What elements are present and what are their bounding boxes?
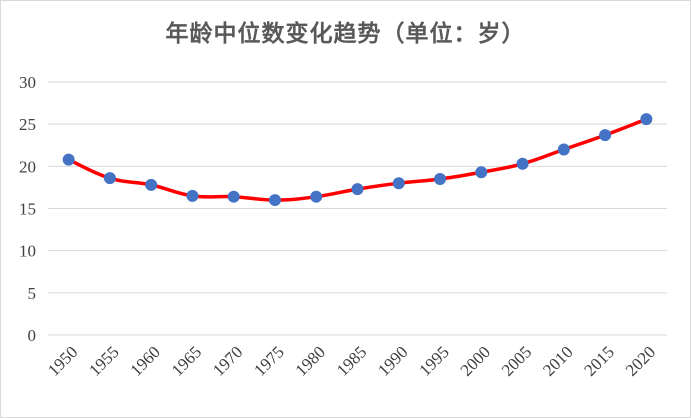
x-tick-label: 1980 — [292, 342, 329, 379]
gridlines — [48, 81, 667, 336]
data-point — [557, 143, 570, 156]
x-tick-label: 1965 — [168, 342, 205, 379]
x-tick-label: 1975 — [250, 342, 287, 379]
x-tick-label: 1985 — [333, 342, 370, 379]
x-tick-label: 1960 — [127, 342, 164, 379]
data-point — [227, 190, 240, 203]
y-tick-label: 10 — [19, 242, 36, 261]
y-tick-label: 15 — [19, 200, 36, 219]
x-tick-label: 2010 — [539, 342, 576, 379]
x-tick-label: 2000 — [457, 342, 494, 379]
y-axis-ticks: 0 5 10 15 20 25 30 — [19, 73, 36, 345]
y-tick-label: 30 — [19, 73, 36, 92]
x-tick-label: 2015 — [580, 342, 617, 379]
x-tick-label: 1955 — [85, 342, 122, 379]
y-tick-label: 5 — [28, 284, 37, 303]
x-tick-label: 2020 — [622, 342, 659, 379]
y-tick-label: 20 — [19, 157, 36, 176]
x-tick-label: 1990 — [374, 342, 411, 379]
data-point — [475, 166, 488, 179]
data-point — [103, 172, 116, 185]
chart-title: 年龄中位数变化趋势（单位：岁） — [165, 20, 526, 47]
data-point — [640, 113, 653, 126]
x-tick-label: 1970 — [209, 342, 246, 379]
x-tick-label: 1995 — [415, 342, 452, 379]
x-axis-ticks: 1950 1955 1960 1965 1970 1975 1980 1985 1990 1995… — [44, 342, 659, 379]
data-point — [145, 178, 158, 191]
data-point — [62, 153, 75, 166]
data-point — [351, 183, 364, 196]
series-points — [62, 113, 653, 207]
data-point — [268, 194, 281, 207]
data-point — [310, 190, 323, 203]
x-tick-label: 2005 — [498, 342, 535, 379]
data-point — [434, 172, 447, 185]
y-tick-label: 0 — [28, 326, 37, 345]
data-point — [186, 189, 199, 202]
data-point — [599, 129, 612, 142]
data-point — [392, 177, 405, 190]
y-tick-label: 25 — [19, 115, 36, 134]
data-point — [516, 157, 529, 170]
x-tick-label: 1950 — [44, 342, 81, 379]
